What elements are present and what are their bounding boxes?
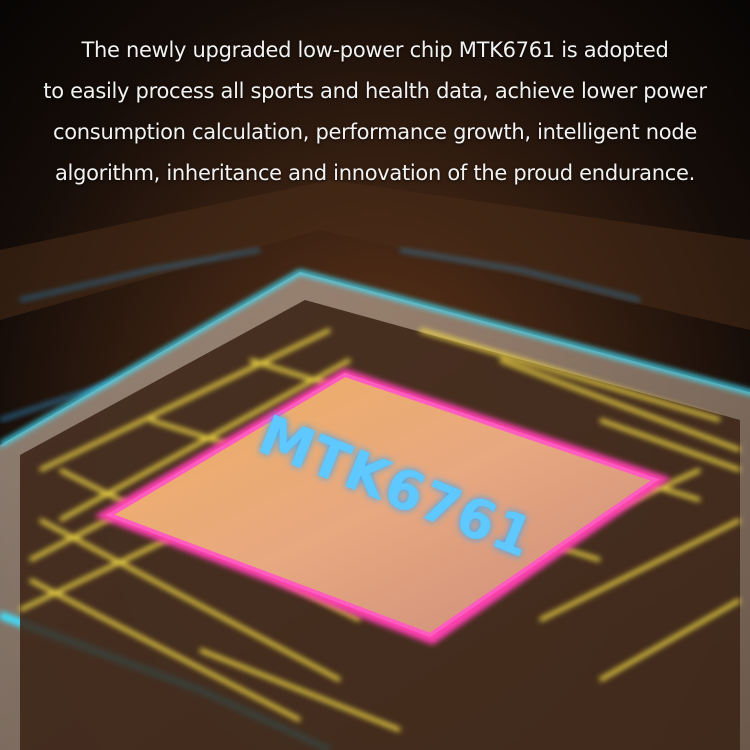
caption-line: The newly upgraded low-power chip MTK676… [81, 38, 669, 62]
package-edge [0, 269, 750, 448]
caption-line: algorithm, inheritance and innovation of… [54, 161, 696, 185]
chip-die [105, 372, 660, 638]
description-text: The newly upgraded low-power chip MTK676… [0, 30, 750, 194]
caption-line: to easily process all sports and health … [43, 79, 707, 103]
caption-line: consumption calculation, performance gro… [53, 120, 697, 144]
